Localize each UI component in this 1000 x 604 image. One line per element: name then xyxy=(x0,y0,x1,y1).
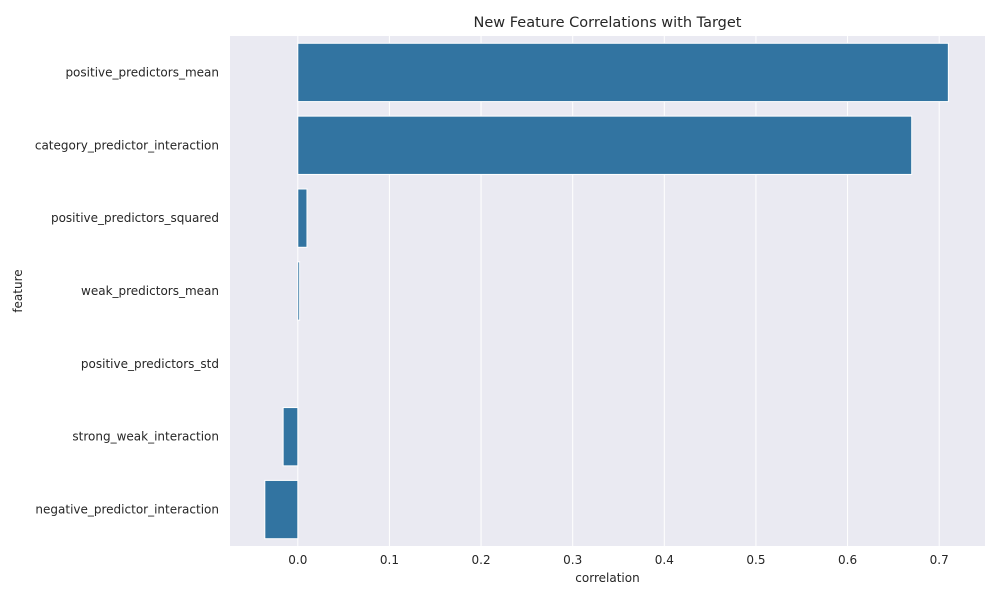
y-tick-label: positive_predictors_mean xyxy=(65,65,219,79)
y-tick-label: category_predictor_interaction xyxy=(35,138,219,152)
x-tick-label: 0.6 xyxy=(838,553,857,567)
y-axis-label: feature xyxy=(11,269,25,312)
bar-positive-predictors-mean xyxy=(297,42,949,103)
x-tick-label: 0.5 xyxy=(746,553,765,567)
y-tick-labels: positive_predictors_mean category_predict… xyxy=(35,65,219,516)
bar-negative-predictor-interaction xyxy=(264,479,299,540)
bars xyxy=(264,42,949,540)
y-tick-label: negative_predictor_interaction xyxy=(35,503,219,517)
y-tick-label: strong_weak_interaction xyxy=(72,430,219,444)
x-tick-label: 0.3 xyxy=(563,553,582,567)
chart-title: New Feature Correlations with Target xyxy=(474,15,742,31)
x-tick-label: 0.1 xyxy=(380,553,399,567)
x-tick-labels: 0.0 0.1 0.2 0.3 0.4 0.5 0.6 0.7 xyxy=(288,553,948,567)
plot-area xyxy=(230,36,985,546)
bar-strong-weak-interaction xyxy=(282,407,299,467)
x-tick-label: 0.7 xyxy=(930,553,949,567)
bar-weak-predictors-mean xyxy=(297,261,301,321)
x-tick-label: 0.4 xyxy=(655,553,674,567)
y-tick-label: positive_predictors_squared xyxy=(51,211,219,225)
bar-category-predictor-interaction xyxy=(297,115,913,175)
y-tick-label: positive_predictors_std xyxy=(81,357,219,371)
y-tick-label: weak_predictors_mean xyxy=(81,284,219,298)
x-tick-label: 0.0 xyxy=(288,553,307,567)
x-axis-label: correlation xyxy=(575,571,639,585)
bar-positive-predictors-squared xyxy=(297,188,308,248)
x-tick-label: 0.2 xyxy=(472,553,491,567)
